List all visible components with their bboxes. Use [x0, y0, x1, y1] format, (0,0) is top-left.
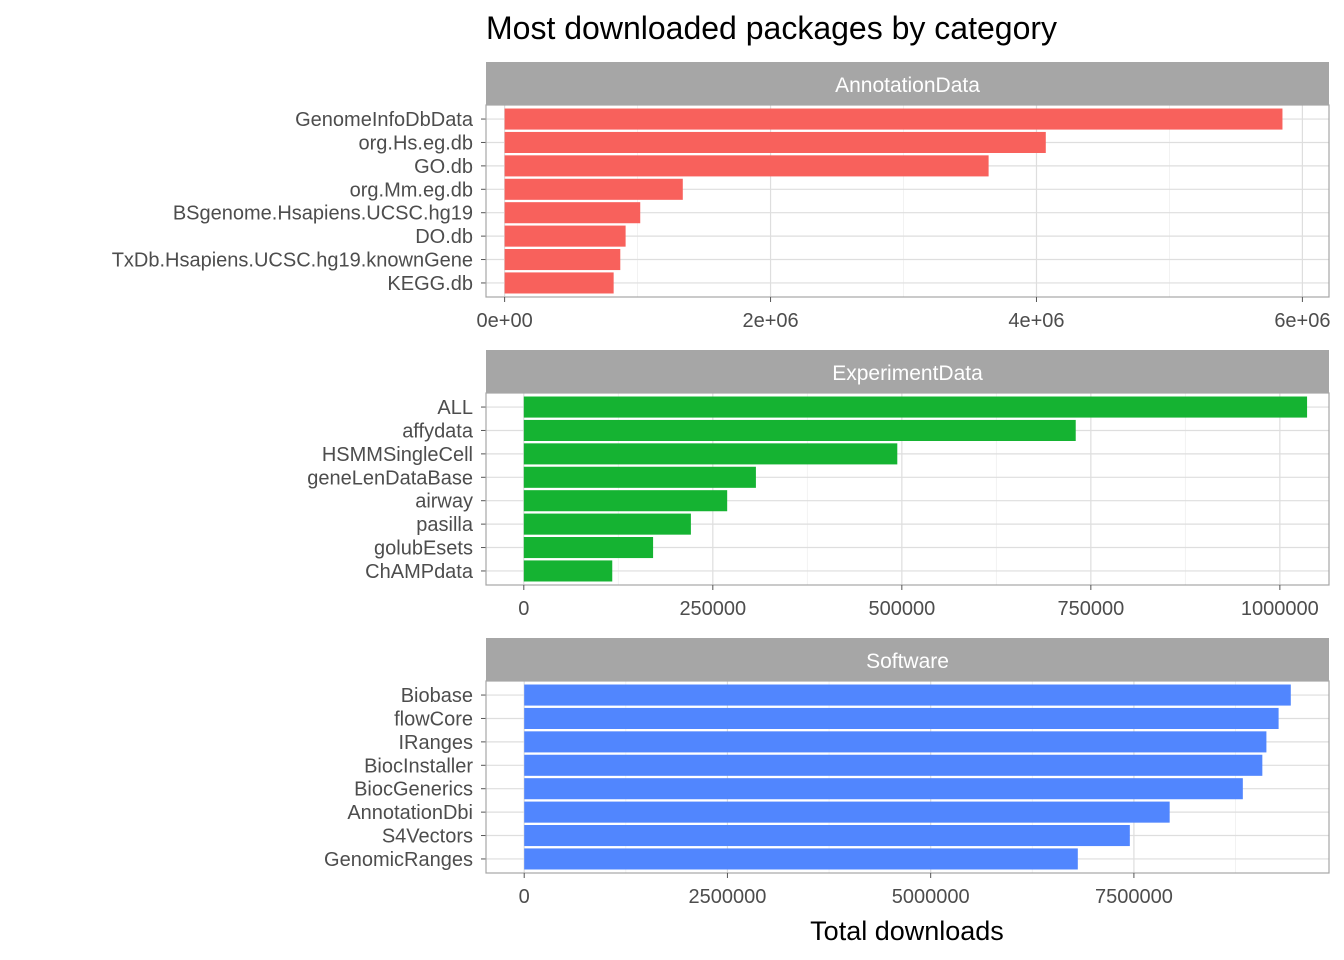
x-tick-label: 0e+00 — [477, 310, 533, 332]
facet-panel-1: ExperimentDataALLaffydataHSMMSingleCellg… — [307, 350, 1330, 620]
panel-border — [485, 680, 1330, 874]
bar-ChAMPdata — [523, 560, 613, 582]
x-tick-label: 1000000 — [1241, 598, 1319, 620]
x-tick-label: 750000 — [1057, 598, 1124, 620]
category-label: org.Hs.eg.db — [358, 132, 473, 154]
category-label: DO.db — [415, 226, 473, 248]
bar-GenomicRanges — [524, 848, 1078, 870]
x-tick-label: 2500000 — [689, 886, 767, 908]
category-label: pasilla — [416, 514, 474, 536]
bar-GenomeInfoDbData — [504, 108, 1283, 130]
category-label: IRanges — [399, 732, 474, 754]
facet-panel-2: Software BiobaseflowCoreIRangesBiocInstal… — [324, 638, 1330, 908]
bar-Biobase — [524, 684, 1291, 706]
category-label: BiocInstaller — [364, 755, 473, 777]
category-label: AnnotationDbi — [347, 802, 473, 824]
category-label: S4Vectors — [382, 826, 473, 848]
x-tick-label: 2e+06 — [742, 310, 798, 332]
facet-panels: AnnotationData GenomeInfoDbDataorg.Hs.eg.… — [112, 62, 1330, 908]
bar-BSgenome.Hsapiens.UCSC.hg19 — [504, 202, 641, 224]
bar-affydata — [523, 419, 1076, 441]
category-label: golubEsets — [374, 538, 473, 560]
category-label: GenomeInfoDbData — [295, 109, 474, 131]
bar-golubEsets — [523, 537, 654, 559]
bar-IRanges — [524, 731, 1267, 753]
category-label: geneLenDataBase — [307, 467, 473, 489]
bar-DO.db — [504, 225, 626, 247]
facet-strip — [486, 62, 1329, 105]
category-label: affydata — [402, 420, 474, 442]
category-label: BSgenome.Hsapiens.UCSC.hg19 — [173, 203, 473, 225]
bar-TxDb.Hsapiens.UCSC.hg19.knownGene — [504, 249, 621, 271]
facet-strip — [486, 350, 1329, 393]
category-label: flowCore — [394, 708, 473, 730]
x-tick-label: 250000 — [679, 598, 746, 620]
facet-strip-label: AnnotationData — [835, 74, 980, 97]
x-tick-label: 7500000 — [1095, 886, 1173, 908]
facet-strip-label: ExperimentData — [832, 362, 983, 385]
category-label: ALL — [437, 397, 473, 419]
category-label: TxDb.Hsapiens.UCSC.hg19.knownGene — [112, 250, 473, 272]
bar-KEGG.db — [504, 272, 614, 294]
x-tick-label: 5000000 — [892, 886, 970, 908]
bar-geneLenDataBase — [523, 466, 756, 488]
bar-pasilla — [523, 513, 691, 535]
x-tick-label: 6e+06 — [1274, 310, 1330, 332]
bar-ALL — [523, 396, 1308, 418]
bar-org.Mm.eg.db — [504, 178, 683, 200]
chart-title: Most downloaded packages by category — [486, 10, 1057, 46]
x-axis-title: Total downloads — [810, 916, 1004, 946]
category-label: BiocGenerics — [354, 779, 473, 801]
category-label: HSMMSingleCell — [322, 444, 473, 466]
x-tick-label: 0 — [518, 598, 529, 620]
panel-border — [485, 104, 1330, 298]
bar-flowCore — [524, 707, 1279, 729]
panel-border — [485, 392, 1330, 586]
bar-BiocGenerics — [524, 778, 1243, 800]
bar-GO.db — [504, 155, 989, 177]
bar-HSMMSingleCell — [523, 443, 898, 465]
category-label: airway — [415, 491, 473, 513]
x-tick-label: 0 — [519, 886, 530, 908]
bar-org.Hs.eg.db — [504, 131, 1046, 153]
x-tick-label: 500000 — [868, 598, 935, 620]
bar-airway — [523, 490, 728, 512]
facet-strip-label: Software — [866, 650, 949, 673]
category-label: Biobase — [401, 685, 473, 707]
bar-AnnotationDbi — [524, 801, 1170, 823]
category-label: KEGG.db — [387, 273, 473, 295]
category-label: GenomicRanges — [324, 849, 473, 871]
category-label: org.Mm.eg.db — [350, 179, 473, 201]
x-tick-label: 4e+06 — [1008, 310, 1064, 332]
category-label: GO.db — [414, 156, 473, 178]
facet-strip — [486, 638, 1329, 681]
bar-BiocInstaller — [524, 754, 1263, 776]
facet-panel-0: AnnotationData GenomeInfoDbDataorg.Hs.eg.… — [112, 62, 1330, 332]
category-label: ChAMPdata — [365, 561, 474, 583]
bar-S4Vectors — [524, 825, 1130, 847]
